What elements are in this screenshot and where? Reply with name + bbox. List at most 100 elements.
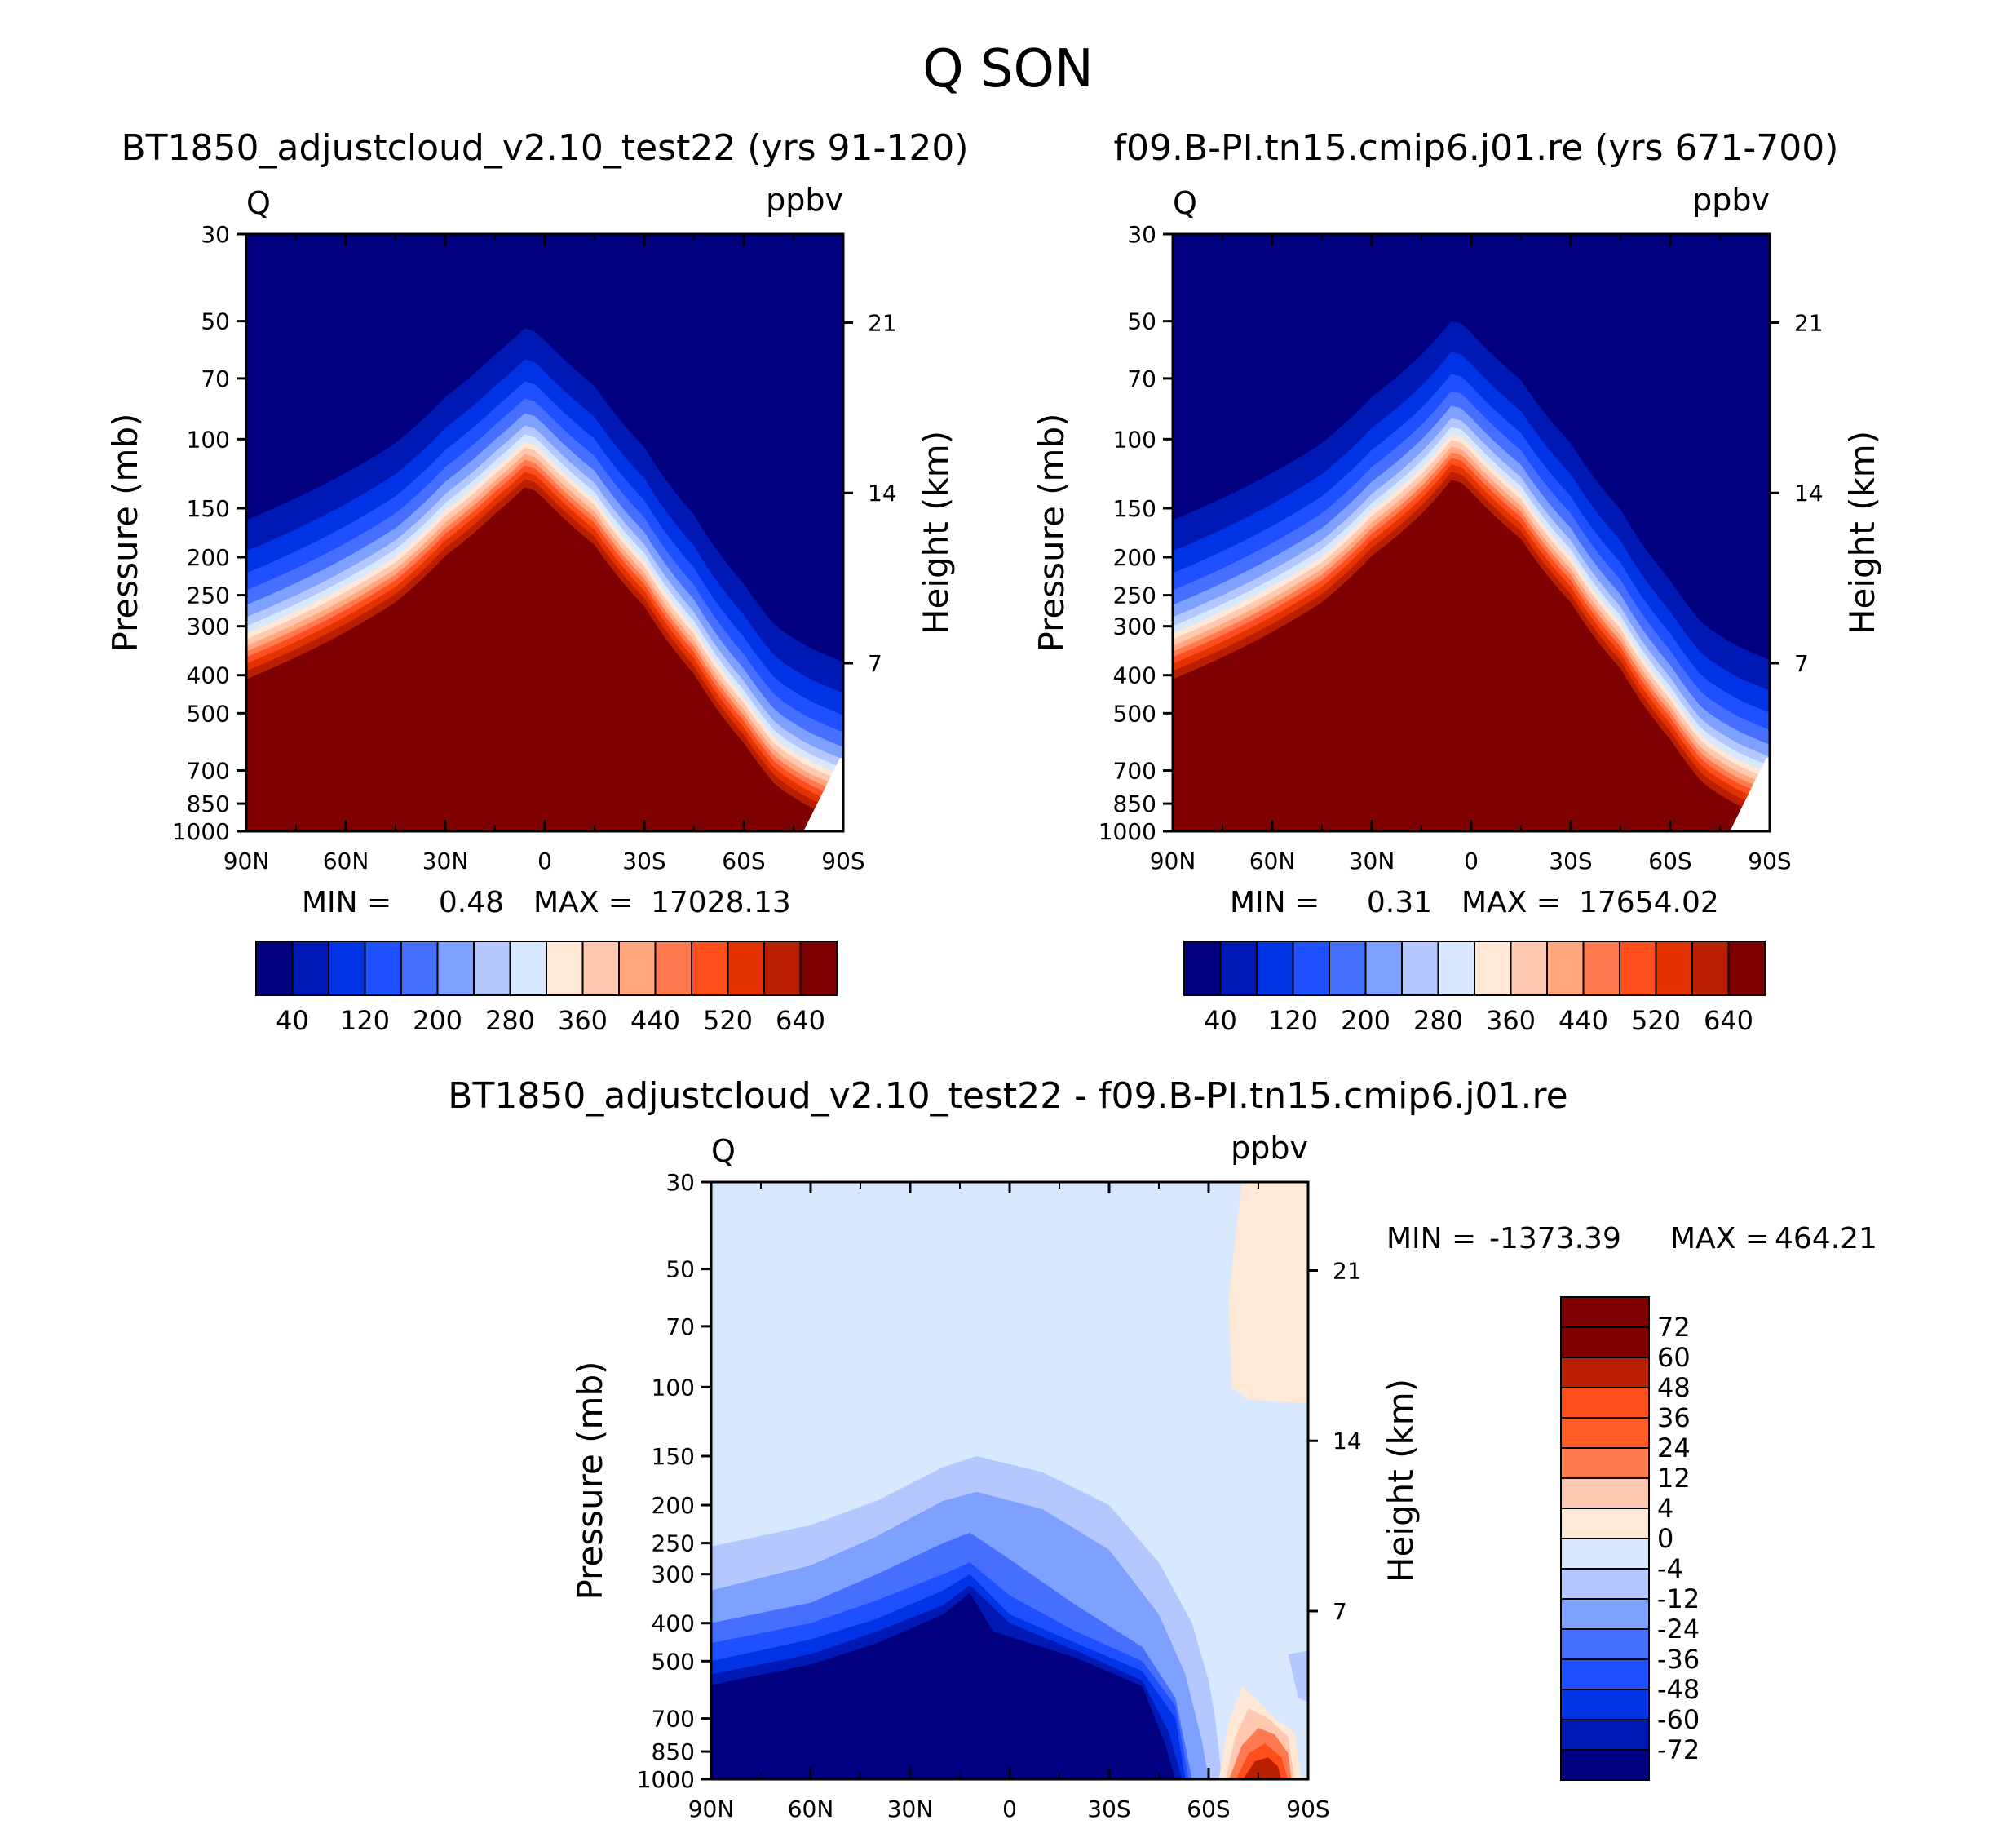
y-tick-label: 250 bbox=[187, 582, 230, 609]
panel-right-colorbar: 40 120 200 280 360 440 520 640 bbox=[1183, 941, 1766, 1036]
height-tick-label: 7 bbox=[1794, 650, 1809, 677]
colorbar-swatch bbox=[1560, 1387, 1650, 1419]
panel-diff-min-label: MIN = bbox=[1386, 1222, 1476, 1255]
colorbar-swatch bbox=[581, 941, 620, 996]
y-tick-label: 700 bbox=[1113, 758, 1156, 785]
y-tick-label: 50 bbox=[1127, 308, 1156, 335]
panel-diff-min-value: -1373.39 bbox=[1489, 1222, 1621, 1255]
colorbar-swatch bbox=[1560, 1538, 1650, 1570]
x-tick-label: 30S bbox=[622, 848, 665, 874]
colorbar-label: 280 bbox=[485, 1005, 535, 1036]
colorbar-swatch bbox=[1437, 941, 1475, 996]
panel-left-max-label: MAX = bbox=[533, 886, 633, 919]
colorbar-swatch bbox=[1560, 1417, 1650, 1449]
contour-band bbox=[1243, 1757, 1282, 1779]
colorbar-label: 48 bbox=[1657, 1372, 1691, 1403]
y-tick-label: 100 bbox=[1113, 426, 1156, 453]
colorbar-label: 72 bbox=[1657, 1312, 1691, 1343]
panel-left-max-value: 17028.13 bbox=[651, 886, 791, 919]
colorbar-swatch bbox=[1546, 941, 1585, 996]
contour-band bbox=[246, 487, 843, 831]
colorbar-swatch bbox=[255, 941, 294, 996]
colorbar-swatch bbox=[473, 941, 511, 996]
colorbar-swatch bbox=[1560, 1658, 1650, 1690]
panel-left-min-value: 0.48 bbox=[439, 886, 504, 919]
panel-left-colorbar: 40 120 200 280 360 440 520 640 bbox=[255, 941, 838, 1036]
y-tick-label: 700 bbox=[652, 1706, 695, 1733]
colorbar-label: 120 bbox=[1268, 1005, 1318, 1036]
y-tick-label: 850 bbox=[652, 1738, 695, 1765]
panel-diff-ylabel: Pressure (mb) bbox=[570, 1361, 610, 1600]
colorbar-swatch bbox=[1560, 1357, 1650, 1388]
missing-data bbox=[1730, 758, 1770, 831]
panel-left-units: ppbv bbox=[766, 182, 843, 218]
panel-left-variable: Q bbox=[246, 185, 271, 221]
colorbar-label: 0 bbox=[1657, 1523, 1673, 1554]
contour-band bbox=[711, 1592, 1176, 1779]
colorbar-label: 280 bbox=[1413, 1005, 1463, 1036]
y-tick-label: 850 bbox=[187, 790, 230, 817]
contour-band bbox=[1228, 1182, 1308, 1404]
x-tick-label: 60N bbox=[1249, 848, 1296, 874]
colorbar-label: 36 bbox=[1657, 1402, 1691, 1433]
panel-right-ylabel: Pressure (mb) bbox=[1032, 413, 1072, 652]
height-tick-label: 21 bbox=[1794, 309, 1824, 336]
panel-left-ylabel-right: Height (km) bbox=[916, 431, 956, 635]
y-tick-label: 30 bbox=[665, 1169, 695, 1196]
colorbar-swatch bbox=[1183, 941, 1222, 996]
colorbar-label: 440 bbox=[1558, 1005, 1608, 1036]
height-tick-label: 21 bbox=[1333, 1257, 1362, 1284]
colorbar-swatch bbox=[291, 941, 329, 996]
y-tick-label: 1000 bbox=[1099, 818, 1156, 845]
panel-left-stats: MIN = 0.48 MAX = 17028.13 bbox=[302, 886, 791, 919]
colorbar-swatch bbox=[1474, 941, 1512, 996]
x-tick-label: 30N bbox=[887, 1795, 934, 1822]
panel-left-title: BT1850_adjustcloud_v2.10_test22 (yrs 91-… bbox=[121, 127, 968, 169]
x-tick-label: 30N bbox=[422, 848, 469, 874]
colorbar-swatch bbox=[727, 941, 765, 996]
panel-right-min-value: 0.31 bbox=[1367, 886, 1432, 919]
y-tick-label: 1000 bbox=[637, 1766, 695, 1793]
panel-right-units: ppbv bbox=[1692, 182, 1770, 218]
colorbar-label: 520 bbox=[703, 1005, 753, 1036]
y-tick-label: 150 bbox=[652, 1443, 695, 1470]
x-tick-label: 60N bbox=[788, 1795, 834, 1822]
x-tick-label: 60S bbox=[1648, 848, 1691, 874]
y-tick-label: 300 bbox=[187, 613, 230, 640]
y-tick-label: 400 bbox=[1113, 662, 1156, 689]
colorbar-swatch bbox=[1560, 1296, 1650, 1328]
y-tick-label: 150 bbox=[187, 495, 230, 522]
colorbar-swatch bbox=[1560, 1508, 1650, 1539]
colorbar-label: 12 bbox=[1657, 1463, 1691, 1494]
colorbar-label: -36 bbox=[1657, 1644, 1700, 1675]
y-tick-label: 200 bbox=[652, 1492, 695, 1519]
colorbar-label: 200 bbox=[413, 1005, 462, 1036]
colorbar-swatch bbox=[1560, 1477, 1650, 1509]
y-tick-label: 70 bbox=[201, 365, 230, 392]
colorbar-swatch bbox=[1510, 941, 1548, 996]
height-tick-label: 7 bbox=[868, 650, 882, 677]
panel-right: f09.B-PI.tn15.cmip6.j01.re (yrs 671-700)… bbox=[1032, 127, 1882, 1036]
colorbar-swatch bbox=[1560, 1598, 1650, 1630]
y-tick-label: 300 bbox=[652, 1561, 695, 1588]
x-tick-label: 60S bbox=[1187, 1795, 1230, 1822]
y-tick-label: 1000 bbox=[172, 818, 230, 845]
x-tick-label: 90N bbox=[1150, 848, 1196, 874]
panel-right-max-label: MAX = bbox=[1461, 886, 1561, 919]
panel-left-field bbox=[246, 234, 843, 831]
y-tick-label: 50 bbox=[201, 308, 230, 335]
colorbar-swatch bbox=[1560, 1749, 1650, 1781]
x-tick-label: 90S bbox=[1748, 848, 1791, 874]
colorbar-swatch bbox=[1219, 941, 1258, 996]
x-tick-label: 0 bbox=[537, 848, 552, 874]
colorbar-swatch bbox=[1560, 1568, 1650, 1600]
x-tick-label: 90N bbox=[688, 1795, 735, 1822]
colorbar-label: 360 bbox=[558, 1005, 608, 1036]
panel-diff: BT1850_adjustcloud_v2.10_test22 - f09.B-… bbox=[448, 1075, 1877, 1822]
panel-diff-variable: Q bbox=[711, 1133, 736, 1169]
x-tick-label: 0 bbox=[1464, 848, 1479, 874]
colorbar-label: -4 bbox=[1657, 1553, 1683, 1584]
y-tick-label: 500 bbox=[1113, 700, 1156, 727]
